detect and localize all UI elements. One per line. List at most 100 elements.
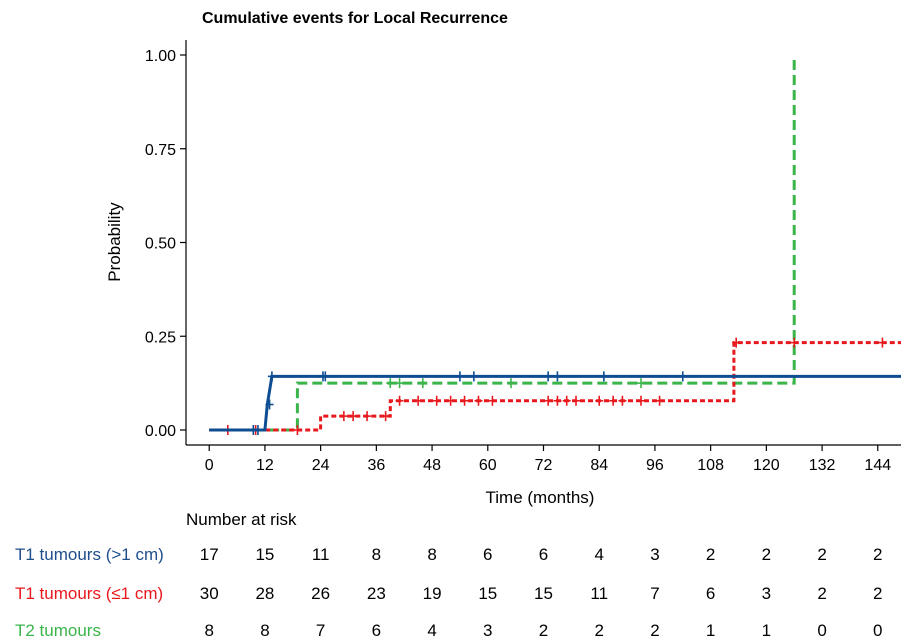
y-tick-label: 0.75 <box>145 142 176 159</box>
y-tick-label: 0.25 <box>145 329 176 346</box>
censor-mark-t1-tumours-1-cm <box>732 337 741 348</box>
censor-mark-t1-tumours-1-cm <box>544 395 553 406</box>
censor-mark-t1-tumours-1-cm <box>265 399 274 410</box>
x-tick-label: 12 <box>256 457 274 474</box>
censor-mark-t1-tumours-1-cm <box>618 395 627 406</box>
x-tick-label: 72 <box>535 457 553 474</box>
series-line-t2-tumours <box>209 55 796 432</box>
risk-count: 1 <box>706 621 715 637</box>
x-axis-title: Time (months) <box>486 488 595 507</box>
risk-row-label: T2 tumours <box>15 621 101 637</box>
y-tick-label: 0.00 <box>145 423 176 440</box>
series-layer <box>209 55 901 435</box>
risk-table: T1 tumours (>1 cm) 1 7 15 11 8 8 6 6 4 3 2 2 2 2 T1 tum… <box>15 545 883 637</box>
risk-count: 6 <box>372 621 381 637</box>
censor-mark-t1-tumours-1-cm <box>878 337 887 348</box>
risk-count: 15 <box>255 545 274 564</box>
risk-count: 3 <box>650 545 659 564</box>
series-line-t1-tumours-1-cm <box>209 341 901 432</box>
risk-count: 1 <box>762 621 771 637</box>
censor-mark-t1-tumours-1-cm <box>790 337 799 348</box>
censor-mark-t1-tumours-1-cm <box>446 395 455 406</box>
risk-count: 28 <box>255 584 274 603</box>
risk-count: 8 <box>427 545 436 564</box>
risk-count: 0 <box>817 621 826 637</box>
risk-count: 4 <box>594 545 603 564</box>
risk-count: 8 <box>204 621 213 637</box>
risk-count: 7 <box>650 584 659 603</box>
x-tick-label: 120 <box>753 457 780 474</box>
y-axis-title: Probability <box>105 202 124 282</box>
risk-count: 11 <box>312 545 330 564</box>
censor-mark-t1-tumours-1-cm <box>432 395 441 406</box>
risk-row-label: T1 tumours (>1 cm) <box>15 545 164 564</box>
risk-count: 2 <box>817 545 826 564</box>
risk-count: 7 <box>316 621 325 637</box>
censor-mark-t1-tumours-1-cm <box>488 395 497 406</box>
risk-count: 0 <box>873 621 882 637</box>
censor-mark-t1-tumours-1-cm <box>455 371 464 382</box>
censor-mark-t1-tumours-1-cm <box>321 371 330 382</box>
censor-mark-t2-tumours <box>507 378 515 389</box>
censor-mark-t1-tumours-1-cm <box>553 371 562 382</box>
censor-mark-t1-tumours-1-cm <box>349 411 358 422</box>
risk-count: 2 <box>817 584 826 603</box>
risk-count: 2 <box>873 584 882 603</box>
x-tick-label: 0 <box>205 457 214 474</box>
risk-count: 6 <box>539 545 548 564</box>
risk-count: 2 <box>594 621 603 637</box>
censor-mark-t1-tumours-1-cm <box>678 371 687 382</box>
risk-count: 2 <box>706 545 715 564</box>
risk-count: 4 <box>427 621 436 637</box>
risk-count: 11 <box>590 584 608 603</box>
censor-mark-t1-tumours-1-cm <box>363 411 372 422</box>
censor-mark-t1-tumours-1-cm <box>474 395 483 406</box>
risk-count: 8 <box>260 621 269 637</box>
censor-mark-t1-tumours-1-cm <box>253 425 262 435</box>
risk-count: 2 <box>873 545 882 564</box>
risk-count: 23 <box>367 584 386 603</box>
censor-mark-t1-tumours-1-cm <box>609 395 618 406</box>
risk-count: 3 <box>483 621 492 637</box>
censor-mark-t1-tumours-1-cm <box>460 395 469 406</box>
censor-mark-t1-tumours-1-cm <box>414 395 423 406</box>
censor-mark-t1-tumours-1-cm <box>339 411 348 422</box>
censor-mark-t1-tumours-1-cm <box>469 371 478 382</box>
x-tick-label: 48 <box>423 457 441 474</box>
censor-mark-t1-tumours-1-cm <box>544 371 553 382</box>
risk-row-label: T1 tumours (≤1 cm) <box>15 584 163 603</box>
x-tick-label: 36 <box>367 457 385 474</box>
risk-count: 6 <box>483 545 492 564</box>
x-tick-label: 96 <box>646 457 664 474</box>
censor-mark-t1-tumours-1-cm <box>395 395 404 406</box>
risk-count: 26 <box>311 584 330 603</box>
risk-table-heading: Number at risk <box>186 510 297 529</box>
risk-count: 8 <box>372 545 381 564</box>
censor-mark-t1-tumours-1-cm <box>293 425 302 435</box>
censor-mark-t1-tumours-1-cm <box>595 395 604 406</box>
x-tick-label: 108 <box>697 457 724 474</box>
risk-count: 2 <box>762 545 771 564</box>
censor-mark-t2-tumours <box>386 378 395 389</box>
risk-count: 19 <box>423 584 442 603</box>
x-axis-ticks: 0 12 24 36 48 60 72 84 96 108 120 132 144 <box>205 445 891 474</box>
censor-mark-t2-tumours <box>418 378 427 389</box>
censor-mark-t1-tumours-1-cm <box>562 395 571 406</box>
censor-mark-t2-tumours <box>395 378 404 389</box>
censor-mark-t1-tumours-1-cm <box>599 371 608 382</box>
x-tick-label: 24 <box>312 457 330 474</box>
chart-title: Cumulative events for Local Recurrence <box>202 10 508 27</box>
censor-mark-t2-tumours <box>637 378 645 389</box>
x-tick-label: 132 <box>809 457 836 474</box>
censor-mark-t1-tumours-1-cm <box>553 395 562 406</box>
risk-count: 15 <box>478 584 497 603</box>
censor-mark-t1-tumours-1-cm <box>267 371 276 382</box>
risk-count: 30 <box>200 584 219 603</box>
risk-count: 3 <box>762 584 771 603</box>
y-tick-label: 1.00 <box>145 48 176 65</box>
risk-count: 2 <box>650 621 659 637</box>
risk-count: 2 <box>539 621 548 637</box>
censor-mark-t1-tumours-1-cm <box>381 411 390 422</box>
x-tick-label: 144 <box>864 457 891 474</box>
